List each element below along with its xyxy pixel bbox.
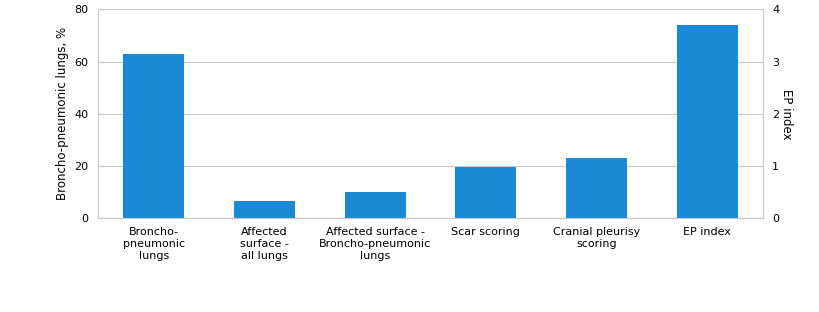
Y-axis label: EP index: EP index [780, 89, 792, 139]
Bar [565, 158, 627, 218]
Y-axis label: Broncho-pneumonic lungs, %: Broncho-pneumonic lungs, % [56, 27, 69, 200]
Bar [676, 25, 737, 218]
Bar [233, 202, 295, 218]
Bar [344, 192, 405, 218]
Bar [123, 54, 184, 218]
Bar [455, 168, 516, 218]
